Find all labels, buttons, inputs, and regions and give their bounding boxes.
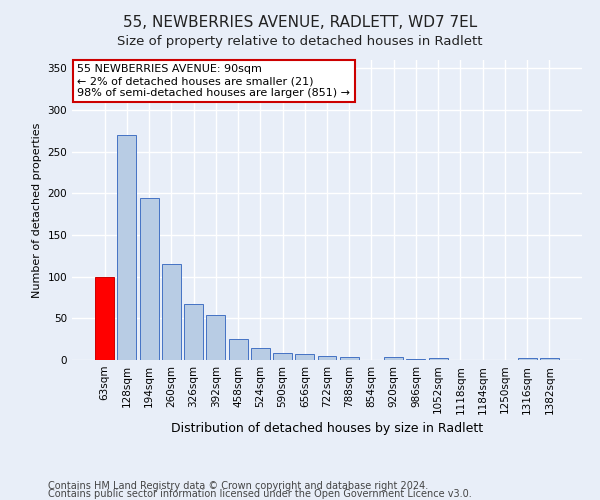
Bar <box>429 358 448 360</box>
Text: 55 NEWBERRIES AVENUE: 90sqm
← 2% of detached houses are smaller (21)
98% of semi: 55 NEWBERRIES AVENUE: 90sqm ← 2% of deta… <box>77 64 350 98</box>
Y-axis label: Number of detached properties: Number of detached properties <box>32 122 42 298</box>
Bar <box>317 356 337 360</box>
Bar <box>295 354 314 360</box>
Bar <box>540 358 559 360</box>
Bar <box>340 356 359 360</box>
Bar <box>406 359 425 360</box>
Bar <box>251 348 270 360</box>
Bar <box>140 198 158 360</box>
Bar <box>206 315 225 360</box>
Bar <box>518 358 536 360</box>
Bar <box>118 135 136 360</box>
Text: 55, NEWBERRIES AVENUE, RADLETT, WD7 7EL: 55, NEWBERRIES AVENUE, RADLETT, WD7 7EL <box>123 15 477 30</box>
Text: Contains HM Land Registry data © Crown copyright and database right 2024.: Contains HM Land Registry data © Crown c… <box>48 481 428 491</box>
Bar <box>184 304 203 360</box>
Text: Size of property relative to detached houses in Radlett: Size of property relative to detached ho… <box>117 35 483 48</box>
X-axis label: Distribution of detached houses by size in Radlett: Distribution of detached houses by size … <box>171 422 483 435</box>
Bar <box>229 339 248 360</box>
Bar <box>162 264 181 360</box>
Bar <box>95 276 114 360</box>
Text: Contains public sector information licensed under the Open Government Licence v3: Contains public sector information licen… <box>48 489 472 499</box>
Bar <box>384 356 403 360</box>
Bar <box>273 352 292 360</box>
